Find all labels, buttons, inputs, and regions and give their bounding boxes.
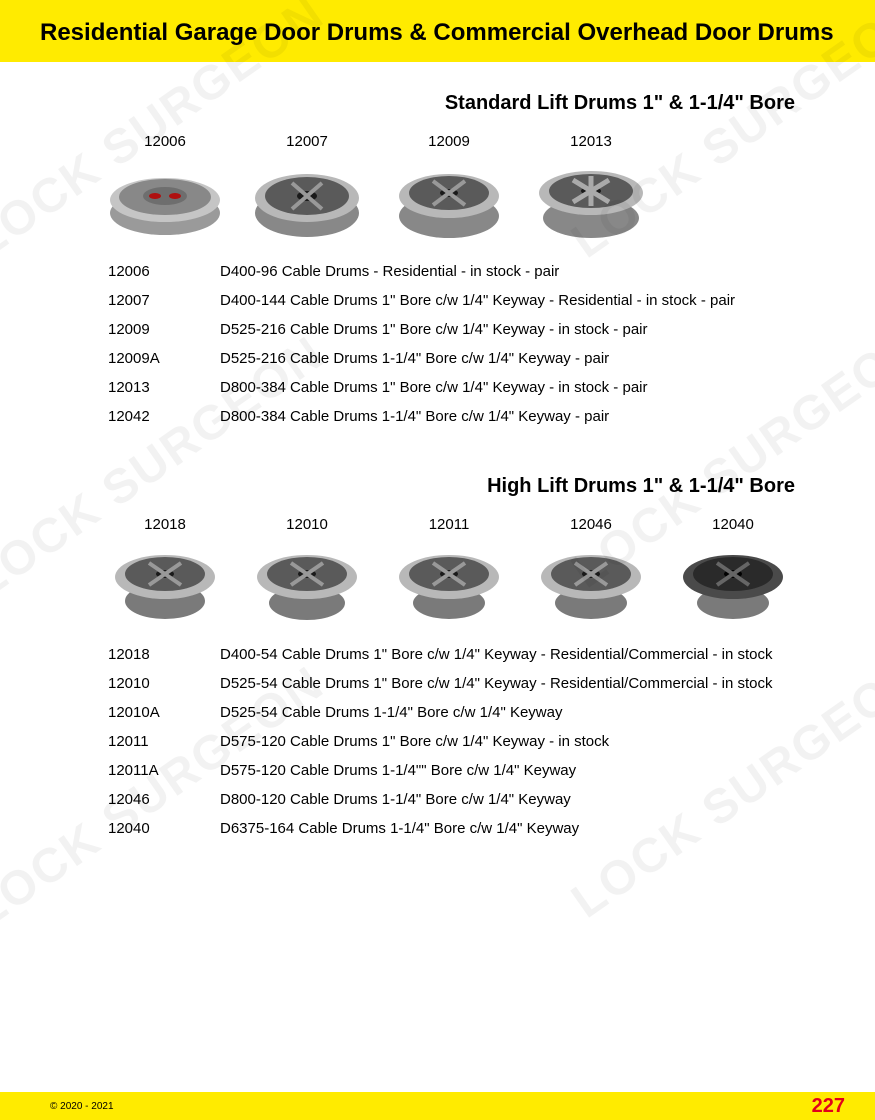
copyright: © 2020 - 2021 [50,1101,114,1112]
spec-code: 12013 [100,379,220,396]
spec-desc: D575-120 Cable Drums 1-1/4"" Bore c/w 1/… [220,762,576,779]
spec-line: 12009A D525-216 Cable Drums 1-1/4" Bore … [60,350,815,367]
spec-code: 12006 [100,263,220,280]
spec-desc: D575-120 Cable Drums 1" Bore c/w 1/4" Ke… [220,733,609,750]
spec-line: 12040 D6375-164 Cable Drums 1-1/4" Bore … [60,820,815,837]
thumb-code: 12018 [144,516,186,533]
product-thumb: 12018 [100,516,230,626]
page-number: 227 [812,1095,845,1118]
product-thumb: 12046 [526,516,656,626]
product-thumb: 12009 [384,133,514,243]
product-thumb: 12010 [242,516,372,626]
spec-line: 12013 D800-384 Cable Drums 1" Bore c/w 1… [60,379,815,396]
thumb-code: 12007 [286,133,328,150]
spec-desc: D400-144 Cable Drums 1" Bore c/w 1/4" Ke… [220,292,735,309]
thumb-code: 12009 [428,133,470,150]
spec-code: 12010 [100,675,220,692]
spec-line: 12011 D575-120 Cable Drums 1" Bore c/w 1… [60,733,815,750]
spec-line: 12046 D800-120 Cable Drums 1-1/4" Bore c… [60,791,815,808]
drum-icon [389,541,509,626]
spec-code: 12042 [100,408,220,425]
spec-code: 12009 [100,321,220,338]
spec-desc: D400-96 Cable Drums - Residential - in s… [220,263,559,280]
drum-icon [105,158,225,243]
spec-code: 12010A [100,704,220,721]
drum-icon [389,158,509,243]
product-thumb: 12011 [384,516,514,626]
spec-line: 12011A D575-120 Cable Drums 1-1/4"" Bore… [60,762,815,779]
page-footer: © 2020 - 2021 227 [0,1092,875,1120]
spec-line: 12010A D525-54 Cable Drums 1-1/4" Bore c… [60,704,815,721]
spec-code: 12040 [100,820,220,837]
spec-code: 12009A [100,350,220,367]
product-thumb: 12006 [100,133,230,243]
page-header: Residential Garage Door Drums & Commerci… [0,0,875,62]
drum-icon [247,158,367,243]
thumb-code: 12011 [429,516,470,533]
thumb-code: 12006 [144,133,186,150]
spec-desc: D525-54 Cable Drums 1" Bore c/w 1/4" Key… [220,675,773,692]
spec-line: 12009 D525-216 Cable Drums 1" Bore c/w 1… [60,321,815,338]
page-title: Residential Garage Door Drums & Commerci… [40,18,835,48]
thumb-code: 12010 [286,516,328,533]
page-content: Standard Lift Drums 1" & 1-1/4" Bore 120… [0,62,875,837]
spec-line: 12007 D400-144 Cable Drums 1" Bore c/w 1… [60,292,815,309]
thumb-code: 12040 [712,516,754,533]
thumb-code: 12013 [570,133,612,150]
spec-code: 12018 [100,646,220,663]
spec-code: 12011A [100,762,220,779]
product-thumb: 12013 [526,133,656,243]
section-heading-standard: Standard Lift Drums 1" & 1-1/4" Bore [60,92,795,115]
standard-thumbs-row: 12006 12007 12009 [60,133,815,243]
spec-line: 12042 D800-384 Cable Drums 1-1/4" Bore c… [60,408,815,425]
spec-desc: D800-384 Cable Drums 1-1/4" Bore c/w 1/4… [220,408,609,425]
spec-desc: D800-120 Cable Drums 1-1/4" Bore c/w 1/4… [220,791,571,808]
spec-desc: D800-384 Cable Drums 1" Bore c/w 1/4" Ke… [220,379,648,396]
spec-desc: D525-216 Cable Drums 1" Bore c/w 1/4" Ke… [220,321,648,338]
spec-code: 12011 [100,733,220,750]
spec-line: 12006 D400-96 Cable Drums - Residential … [60,263,815,280]
highlift-thumbs-row: 12018 12010 [60,516,815,626]
spec-desc: D525-54 Cable Drums 1-1/4" Bore c/w 1/4"… [220,704,562,721]
spec-code: 12007 [100,292,220,309]
spec-desc: D400-54 Cable Drums 1" Bore c/w 1/4" Key… [220,646,773,663]
thumb-code: 12046 [570,516,612,533]
product-thumb: 12007 [242,133,372,243]
spec-line: 12018 D400-54 Cable Drums 1" Bore c/w 1/… [60,646,815,663]
section-heading-highlift: High Lift Drums 1" & 1-1/4" Bore [60,475,795,498]
spec-code: 12046 [100,791,220,808]
drum-icon [105,541,225,626]
spec-line: 12010 D525-54 Cable Drums 1" Bore c/w 1/… [60,675,815,692]
drum-icon [531,541,651,626]
drum-icon [531,158,651,243]
spec-desc: D6375-164 Cable Drums 1-1/4" Bore c/w 1/… [220,820,579,837]
drum-icon [247,541,367,626]
spec-desc: D525-216 Cable Drums 1-1/4" Bore c/w 1/4… [220,350,609,367]
drum-icon [673,541,793,626]
product-thumb: 12040 [668,516,798,626]
